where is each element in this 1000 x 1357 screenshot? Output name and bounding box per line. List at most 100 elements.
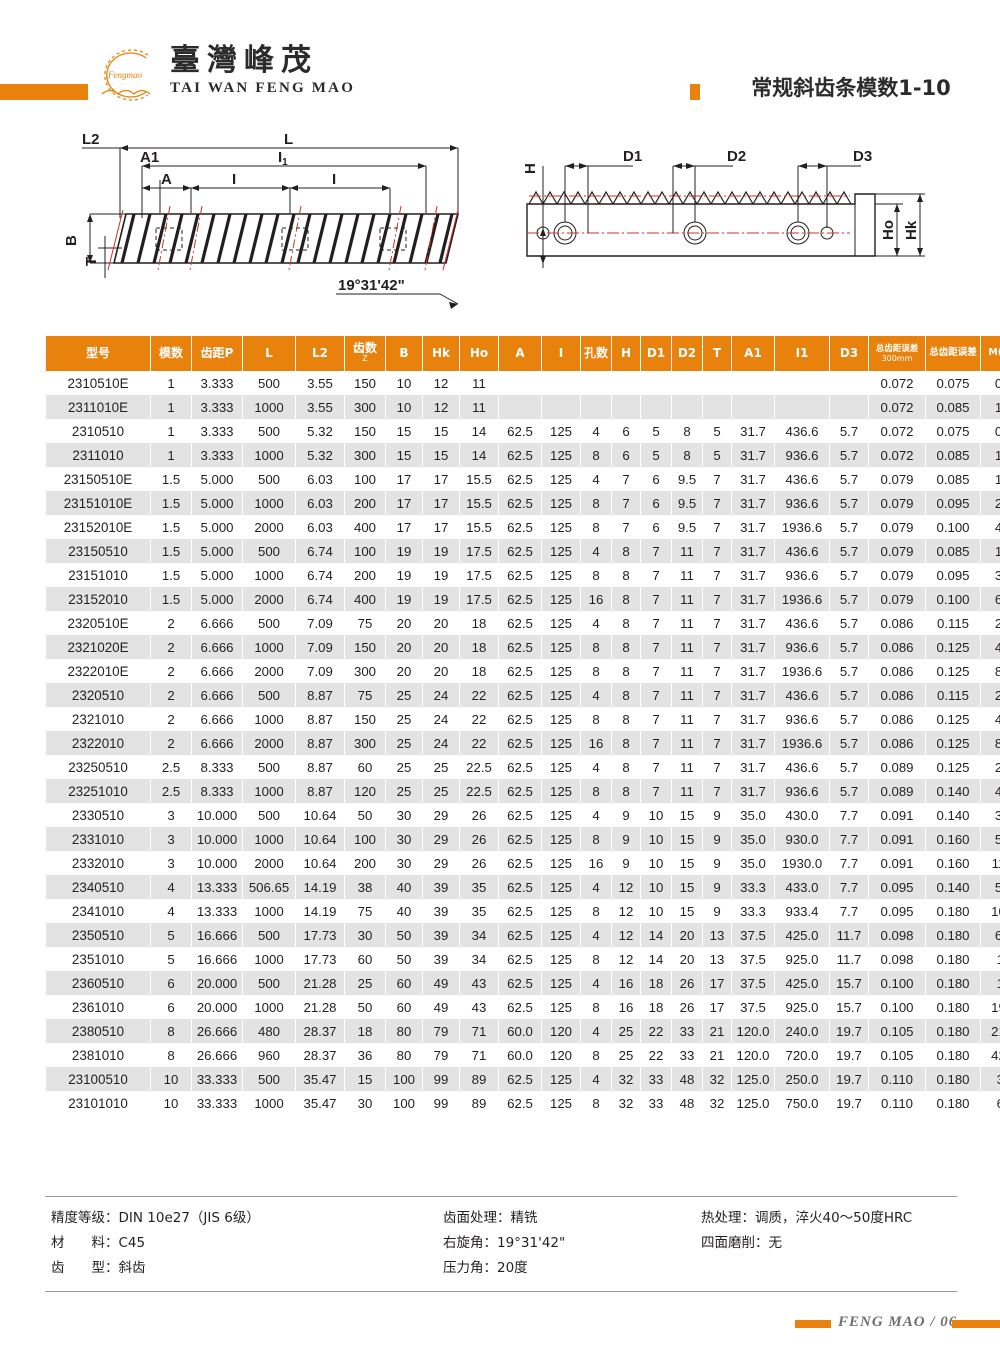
cell-D1: 22: [648, 1047, 664, 1063]
cell-A1: 37.5: [740, 951, 766, 967]
cell-A: 62.5: [499, 971, 541, 995]
cell-A: [499, 371, 541, 395]
cell-module: 2: [167, 711, 175, 727]
cell-I: 125: [542, 875, 580, 899]
cell-Hk: 15: [433, 423, 449, 439]
cell-B: 15: [396, 423, 412, 439]
cell-model: 2321020E: [46, 635, 150, 659]
cell-I1: 1930.0: [781, 855, 823, 871]
cell-A1: 35.0: [732, 827, 774, 851]
cell-holes: 4: [581, 875, 611, 899]
cell-Ho: 15.5: [460, 491, 498, 515]
cell-I1: 436.6: [785, 423, 819, 439]
cell-holes: 8: [592, 951, 600, 967]
dim-label-a: A: [161, 171, 172, 188]
cell-H: 12: [612, 923, 640, 947]
cell-pitch: 33.333: [196, 1095, 238, 1111]
cell-holes: 16: [581, 731, 611, 755]
cell-L: 1000: [243, 779, 295, 803]
cell-I: 125: [549, 1095, 572, 1111]
cell-err300: 0.105: [869, 1019, 925, 1043]
cell-err300: 0.095: [880, 903, 914, 919]
cell-D3: 5.7: [839, 711, 859, 727]
cell-pitch: 8.333: [200, 759, 234, 775]
cell-model: 2331010: [46, 827, 150, 851]
dim-label-i-right: I: [332, 171, 336, 188]
table-row: 2350510 5 16.666 500 17.73 30 50 39 34 62.5 125 4 12…: [46, 923, 1000, 947]
cell-Ho: 26: [471, 807, 487, 823]
cell-B: 40: [386, 875, 422, 899]
cell-pitch: 10.000: [196, 807, 238, 823]
cell-D3: 15.7: [830, 971, 868, 995]
table-row: 23100510 10 33.333 500 35.47 15 100 99 89 62.5 125…: [46, 1067, 1000, 1091]
footer-page-label: FENG MAO / 06: [838, 1314, 958, 1330]
cell-D3: 19.7: [830, 1019, 868, 1043]
cell-B: 30: [386, 827, 422, 851]
cell-A1: 31.7: [740, 711, 766, 727]
cell-Ho: 17.5: [460, 539, 498, 563]
cell-err300: 0.079: [869, 539, 925, 563]
cell-B: 25: [386, 683, 422, 707]
cell-D2: 11: [672, 587, 702, 611]
cell-D2: 11: [680, 711, 694, 727]
cell-A: 60.0: [507, 1047, 533, 1063]
cell-A1: [732, 371, 774, 395]
cell-L: 500: [243, 971, 295, 995]
cell-errtot: 0.085: [936, 471, 970, 487]
note-value: 调质，淬火40～50度HRC: [755, 1210, 913, 1226]
cell-T: 7: [703, 683, 731, 707]
cell-module: 10: [163, 1095, 179, 1111]
cell-D1: 10: [648, 855, 664, 871]
cell-err300: 0.086: [869, 683, 925, 707]
cell-Ho: 26: [471, 855, 487, 871]
cell-A1: 31.7: [740, 663, 766, 679]
fengmao-gear-logo: Fengmao: [88, 44, 164, 106]
cell-Ho: 34: [471, 951, 487, 967]
cell-Hk: 99: [433, 1095, 449, 1111]
note-line: 材 料：C45: [51, 1231, 443, 1256]
table-body: 2310510E 1 3.333 500 3.55 150 10 12 11 0.072 0.075…: [46, 371, 1000, 1115]
cell-T: [703, 395, 731, 419]
cell-Z: 150: [345, 635, 385, 659]
cell-err300: 0.089: [869, 779, 925, 803]
cell-B: 17: [386, 491, 422, 515]
cell-L: 480: [243, 1019, 295, 1043]
cell-err300: 0.079: [869, 587, 925, 611]
cell-pitch: 8.333: [192, 779, 242, 803]
helical-rack-side-view: H D1 D2 D3 Ho Hk: [505, 136, 950, 291]
cell-L2: 14.19: [296, 875, 344, 899]
cell-Ho: 71: [460, 1019, 498, 1043]
cell-M: 1.6: [981, 539, 1000, 563]
cell-holes: 4: [581, 1067, 611, 1091]
cell-I1: 936.6: [775, 779, 829, 803]
cell-Z: 150: [353, 375, 376, 391]
cell-D1: 7: [652, 615, 660, 631]
cell-T: 7: [703, 779, 731, 803]
cell-D1: 7: [641, 587, 671, 611]
cell-T: 7: [703, 587, 731, 611]
cell-Hk: 19: [423, 539, 459, 563]
cell-T: 7: [713, 663, 721, 679]
cell-Z: 75: [345, 683, 385, 707]
column-header-I: I: [542, 336, 580, 371]
cell-Hk: 49: [433, 999, 449, 1015]
table-row: 2361010 6 20.000 1000 21.28 50 60 49 43 62.5 125 8 1…: [46, 995, 1000, 1019]
cell-D1: 18: [641, 971, 671, 995]
table-row: 23152010 1.5 5.000 2000 6.74 400 19 19 17.5 62.5 1…: [46, 587, 1000, 611]
table-row: 23250510 2.5 8.333 500 8.87 60 25 25 22.5 62.5 125…: [46, 755, 1000, 779]
cell-Hk: 29: [433, 807, 449, 823]
cell-B: 30: [396, 855, 412, 871]
cell-H: 6: [622, 423, 630, 439]
note-value: DIN 10e27（JIS 6级）: [118, 1210, 260, 1226]
cell-D1: 7: [641, 539, 671, 563]
cell-L2: 5.32: [307, 423, 333, 439]
cell-T: 9: [713, 807, 721, 823]
cell-M: 5.5: [981, 875, 1000, 899]
cell-Z: 100: [345, 539, 385, 563]
note-value: 19°31'42": [497, 1235, 566, 1251]
cell-L2: 8.87: [296, 683, 344, 707]
cell-D1: [641, 371, 671, 395]
cell-M: 19.8: [991, 999, 1000, 1015]
table-row: 2311010E 1 3.333 1000 3.55 300 10 12 11 0.072 0.08…: [46, 395, 1000, 419]
cell-err300: 0.086: [880, 711, 914, 727]
